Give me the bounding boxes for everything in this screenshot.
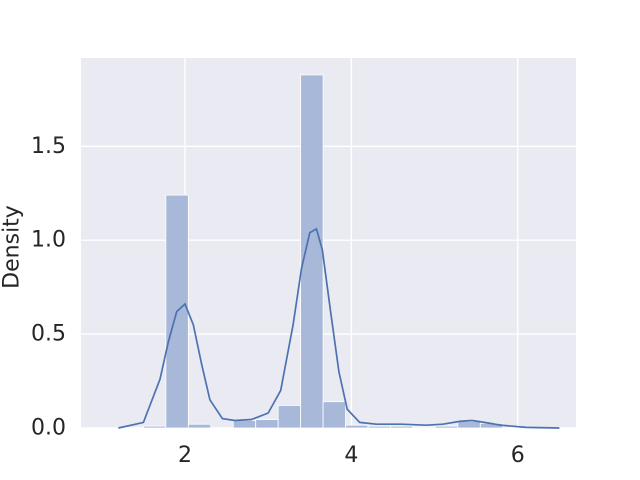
y-axis-ticks: 0.0 0.5 1.0 1.5 (31, 134, 66, 441)
histogram-bar (390, 425, 414, 429)
plot-background (81, 58, 576, 428)
histogram-bar (345, 424, 369, 429)
histogram-bar (457, 421, 481, 429)
histogram-bar (322, 401, 346, 429)
x-axis-ticks: 2 4 6 (178, 443, 525, 468)
histogram-bar (255, 419, 279, 429)
histogram-bar (187, 423, 212, 429)
y-tick-label: 1.5 (31, 134, 66, 159)
histogram-bar (142, 425, 167, 429)
y-axis-label: Density (0, 205, 25, 289)
kde-line (118, 227, 560, 429)
x-tick-label: 6 (511, 443, 525, 468)
histogram-bar (412, 426, 436, 429)
y-tick-label: 0.5 (31, 322, 66, 347)
y-tick-label: 1.0 (31, 228, 66, 253)
histogram-bar (300, 74, 324, 429)
y-tick-label: 0.0 (31, 416, 66, 441)
histogram-bar (277, 405, 302, 429)
x-tick-label: 2 (178, 443, 192, 468)
x-tick-label: 4 (344, 443, 358, 468)
histogram-bar (367, 425, 391, 429)
histogram-bar (435, 425, 459, 429)
histogram-bar (232, 420, 257, 429)
